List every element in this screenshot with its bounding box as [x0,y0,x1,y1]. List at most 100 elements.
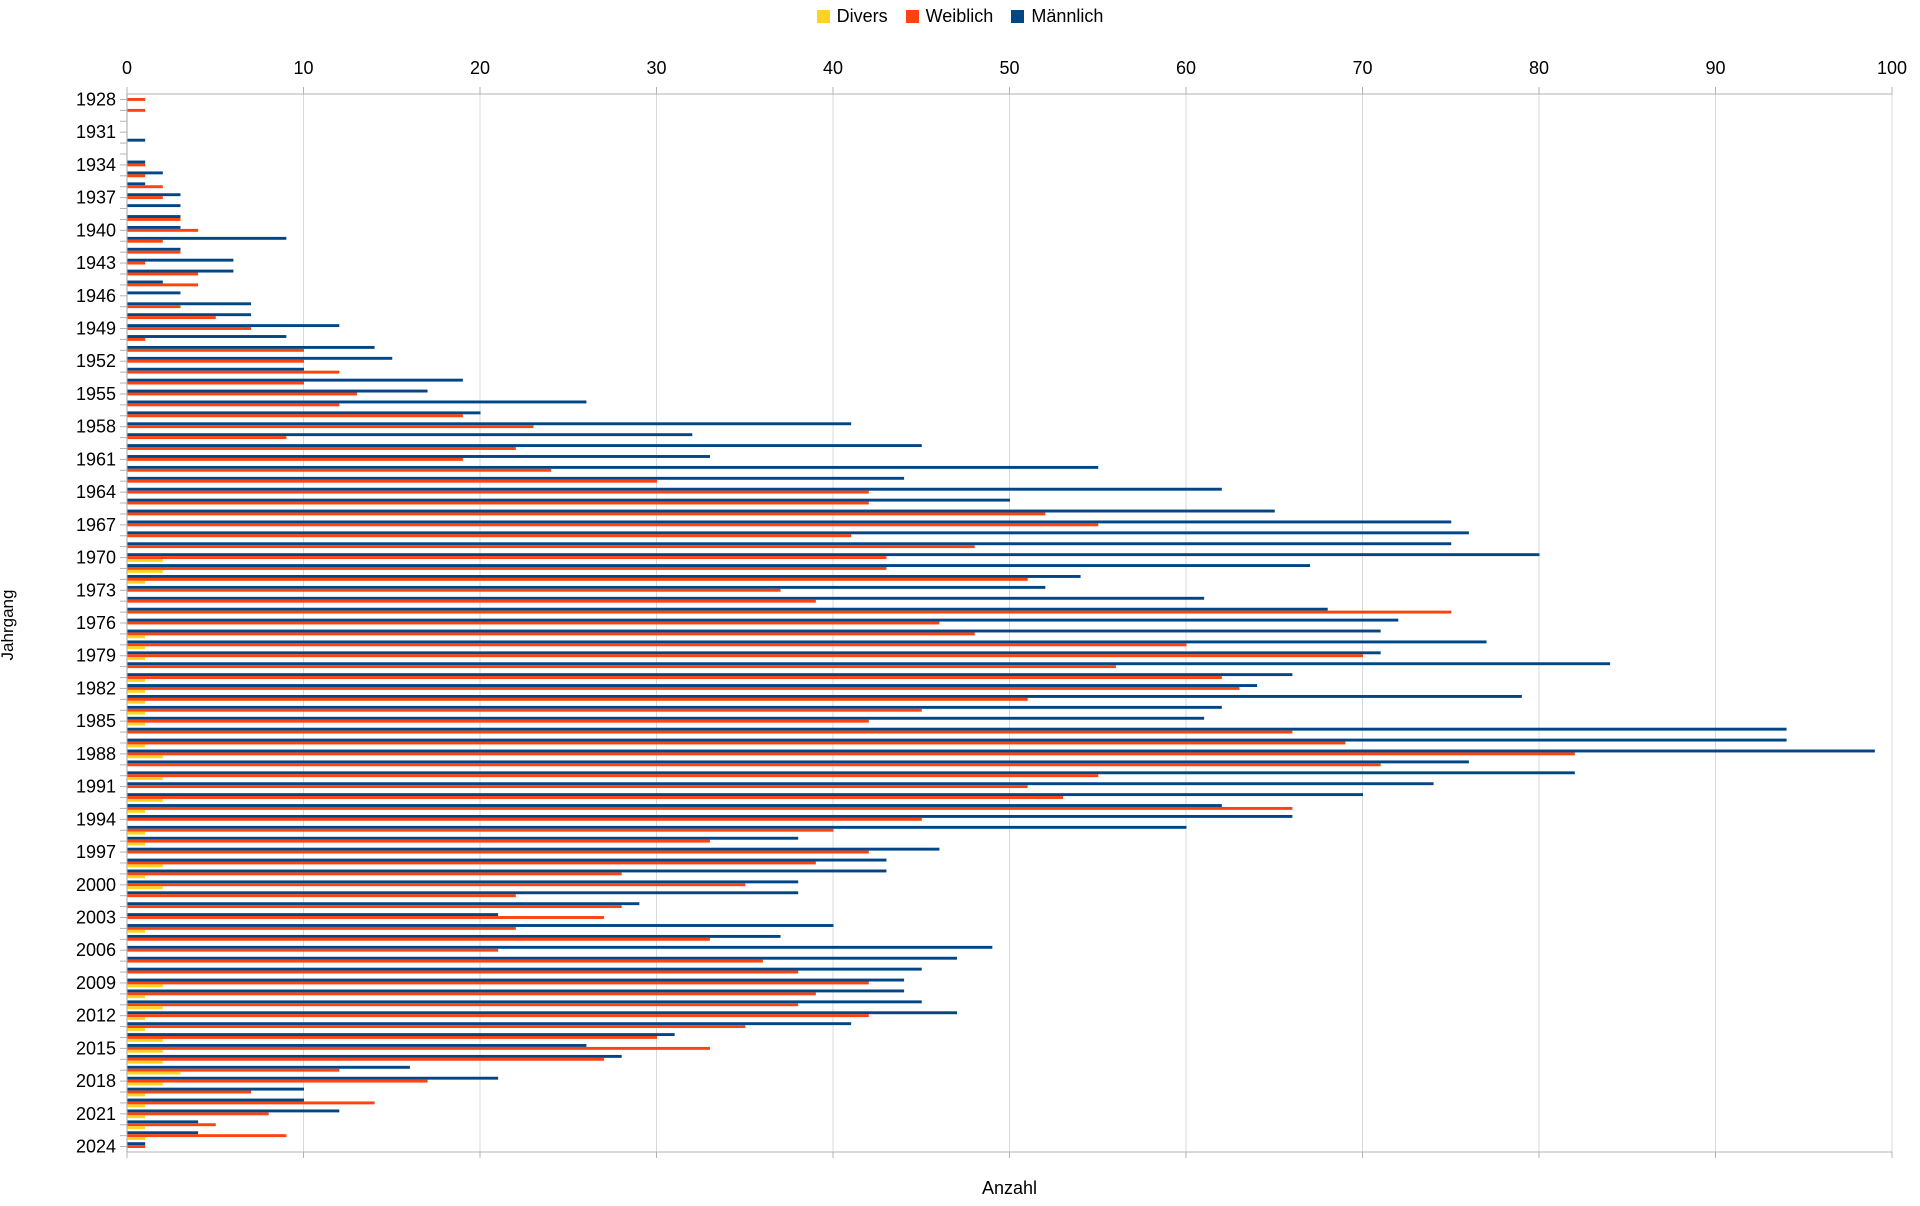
bar-männlich-1938 [127,204,181,208]
bar-männlich-1984 [127,705,1222,709]
bar-weiblich-2004 [127,926,516,930]
y-tick-label: 2024 [76,1137,116,1157]
bar-weiblich-1975 [127,610,1452,614]
bar-weiblich-1962 [127,468,552,472]
bar-weiblich-1989 [127,763,1381,767]
bar-männlich-2014 [127,1033,675,1037]
bar-weiblich-1963 [127,479,657,483]
bar-weiblich-1940 [127,228,199,232]
bar-weiblich-1961 [127,457,463,461]
bar-weiblich-1987 [127,741,1346,745]
bar-divers-2004 [127,929,146,933]
bar-männlich-2020 [127,1098,304,1102]
x-tick-label: 40 [823,58,843,78]
bar-weiblich-2001 [127,894,516,898]
bar-männlich-2022 [127,1120,199,1124]
bar-weiblich-1942 [127,250,181,254]
x-axis-title: Anzahl [981,1178,1038,1198]
bar-männlich-2017 [127,1065,410,1069]
bar-männlich-1985 [127,716,1205,720]
bar-weiblich-1985 [127,719,869,723]
bar-divers-1970 [127,559,163,562]
bar-weiblich-1937 [127,196,163,200]
y-tick-label: 1991 [76,777,116,797]
bar-männlich-1936 [127,182,146,186]
bar-männlich-1981 [127,673,1293,677]
bar-weiblich-2017 [127,1068,340,1072]
y-tick-label: 1982 [76,678,116,698]
bar-weiblich-1973 [127,588,781,592]
y-tick-label: 1964 [76,482,116,502]
x-tick-label: 20 [470,58,490,78]
x-tick-label: 70 [1352,58,1372,78]
bar-männlich-2006 [127,945,993,949]
bar-weiblich-2006 [127,948,499,952]
bar-divers-1998 [127,864,163,868]
bar-männlich-2018 [127,1076,499,1080]
bar-weiblich-2015 [127,1046,710,1050]
bar-weiblich-2020 [127,1101,375,1105]
y-tick-label: 2009 [76,973,116,993]
bar-männlich-1982 [127,684,1258,687]
bar-weiblich-1959 [127,436,287,440]
bar-männlich-2016 [127,1054,622,1058]
bar-männlich-1997 [127,847,940,851]
bar-männlich-2005 [127,934,781,938]
bar-divers-1977 [127,635,146,639]
bar-weiblich-1982 [127,686,1240,690]
bar-männlich-1939 [127,215,181,218]
bar-männlich-2024 [127,1142,146,1146]
y-tick-label: 2012 [76,1006,116,1026]
bar-weiblich-2000 [127,883,746,887]
bar-weiblich-1981 [127,676,1222,679]
bar-männlich-1946 [127,291,181,295]
bar-männlich-1943 [127,258,234,262]
bar-männlich-1998 [127,858,887,862]
bar-männlich-1983 [127,695,1522,698]
bar-männlich-1947 [127,302,252,306]
bar-männlich-1995 [127,825,1187,829]
bar-weiblich-1990 [127,774,1099,778]
bar-weiblich-1974 [127,599,816,603]
bar-divers-1981 [127,678,146,682]
y-tick-label: 1985 [76,711,116,731]
bar-männlich-1962 [127,465,1099,469]
bar-weiblich-1935 [127,174,146,178]
y-tick-label: 2021 [76,1104,116,1124]
bar-weiblich-1936 [127,185,163,189]
bar-weiblich-1950 [127,337,146,341]
y-tick-label: 1961 [76,449,116,469]
bar-divers-2014 [127,1038,163,1042]
bar-weiblich-1939 [127,217,181,221]
bar-männlich-2015 [127,1044,587,1047]
bar-divers-2020 [127,1104,146,1108]
bar-männlich-2011 [127,1000,922,1004]
legend-label-divers: Divers [836,6,888,26]
legend-label-weiblich: Weiblich [925,6,994,26]
bar-männlich-1949 [127,324,340,328]
bar-weiblich-1988 [127,752,1575,756]
bar-männlich-2010 [127,989,905,993]
y-tick-label: 1928 [76,89,116,109]
bar-männlich-1991 [127,782,1434,786]
legend-swatch-weiblich-icon [905,9,919,23]
y-tick-label: 1937 [76,188,116,208]
bar-weiblich-1971 [127,567,887,570]
legend-swatch-maennlich-icon [1011,9,1025,23]
bar-weiblich-1983 [127,697,1028,701]
y-axis-title: Jahrgang [0,589,17,661]
bar-weiblich-2023 [127,1134,287,1138]
bar-divers-1999 [127,875,146,879]
x-tick-label: 90 [1705,58,1725,78]
bar-divers-2021 [127,1115,146,1119]
bar-divers-2023 [127,1137,146,1140]
bar-weiblich-1996 [127,839,710,843]
bar-männlich-1965 [127,498,1010,502]
bar-weiblich-1928 [127,98,146,101]
bar-weiblich-1943 [127,261,146,265]
y-tick-label: 2003 [76,907,116,927]
y-tick-label: 2018 [76,1071,116,1091]
y-tick-label: 1979 [76,646,116,666]
bar-weiblich-1929 [127,108,146,112]
bar-männlich-1945 [127,280,163,284]
